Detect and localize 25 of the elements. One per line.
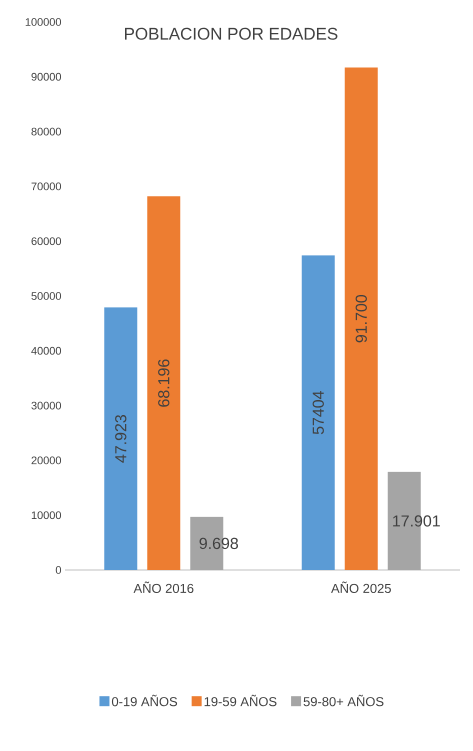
data-label: 57404 [312, 391, 324, 434]
x-tick-label: AÑO 2025 [331, 582, 391, 594]
y-tick-label: 80000 [31, 128, 62, 136]
legend-label: 59-80+ AÑOS [304, 694, 384, 706]
y-tick-label: 70000 [32, 182, 62, 190]
y-tick-label: 90000 [32, 72, 62, 81]
chart-title: POBLACION POR EDADES [125, 28, 338, 40]
y-tick-label: 0 [56, 566, 62, 574]
data-label: 91.700 [356, 295, 367, 342]
y-tick-label: 50000 [31, 292, 62, 300]
bar [344, 67, 378, 570]
data-label: 47.923 [115, 415, 126, 463]
y-tick-label: 60000 [32, 237, 62, 246]
x-tick-label: AÑO 2016 [134, 582, 194, 594]
y-tick-label: 30000 [31, 402, 62, 410]
y-tick-label: 100000 [26, 18, 62, 26]
legend-label: 19-59 AÑOS [204, 694, 276, 706]
y-tick-label: 40000 [31, 346, 62, 355]
data-label: 68.196 [158, 359, 170, 407]
legend-label: 0-19 AÑOS [112, 694, 178, 706]
bar [104, 307, 138, 570]
bar [147, 196, 180, 570]
bar [302, 255, 335, 570]
y-tick-label: 10000 [32, 511, 62, 520]
y-tick-label: 20000 [32, 456, 62, 464]
